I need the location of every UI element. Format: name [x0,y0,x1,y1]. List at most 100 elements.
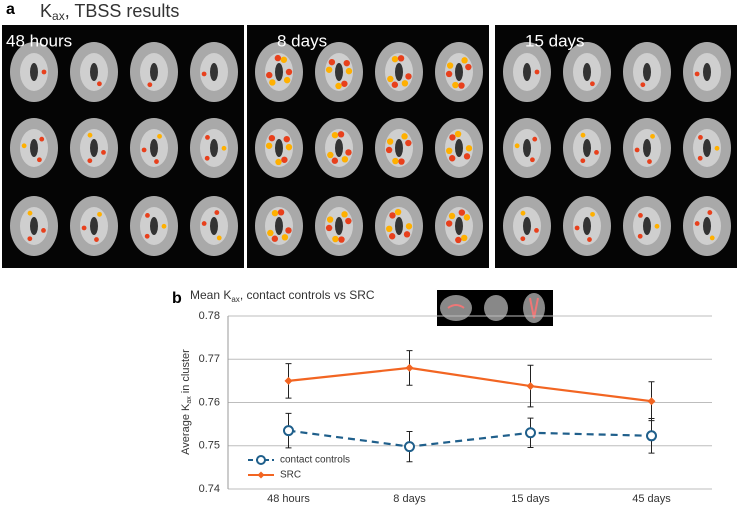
ventricle [395,139,403,157]
activation [81,225,87,231]
ventricle [335,217,343,235]
activation [401,80,409,87]
activation [458,82,465,89]
series-line [288,366,652,403]
ventricle [523,63,531,81]
activation [341,211,348,218]
y-tick-label: 0.74 [199,483,220,495]
ventricle [703,217,711,235]
ventricle [275,139,283,157]
marker [284,376,293,385]
activation [41,228,46,233]
ventricle [90,139,98,157]
activation [449,134,456,141]
activation [145,213,150,218]
activation [398,158,405,165]
ventricle [703,139,711,157]
activation [144,233,150,239]
activation [463,153,471,160]
activation [574,225,580,231]
title-sub: ax [231,295,239,304]
marker [647,397,656,406]
ventricle [275,217,283,235]
activation [265,142,273,149]
ventricle [30,217,38,235]
activation [285,227,292,234]
activation [454,130,462,138]
activation [697,155,703,161]
activation [97,211,102,217]
activation [397,55,405,62]
activation [204,155,210,161]
inset-brain [523,293,545,323]
activation [386,225,393,233]
panel-caption: 8 days [277,31,327,50]
marker [646,430,657,442]
activation [345,149,352,156]
x-tick-label: 8 days [393,493,426,505]
activation [594,150,599,155]
activation [87,132,93,138]
activation [445,220,453,227]
activation [271,235,279,242]
activation [650,133,655,139]
activation [325,66,333,73]
label-sub: ax [186,396,193,404]
inset-blob [447,304,465,309]
activation [275,158,282,166]
ventricle [583,139,591,157]
activation [201,221,207,226]
ventricle [210,217,218,235]
activation [97,81,102,87]
activation [39,136,45,142]
title-part: , contact controls vs SRC [240,288,375,302]
activation [707,210,713,215]
activation [157,133,162,139]
activation [530,157,535,163]
activation [269,79,276,86]
activation [325,224,333,232]
title-part: K [40,1,52,21]
ventricle [583,63,591,81]
activation [341,156,349,163]
activation [327,151,334,159]
activation [455,236,462,244]
activation [326,216,334,223]
x-tick-label: 15 days [511,493,550,505]
activation [448,212,456,220]
activation [446,62,454,69]
activation [154,159,159,164]
ventricle [523,217,531,235]
activation [647,159,652,164]
activation [386,138,394,145]
activation [338,236,345,243]
activation [285,143,293,151]
marker [405,363,414,372]
activation [205,135,210,140]
ventricle [455,63,463,81]
activation [405,139,412,147]
title-part: , TBSS results [65,1,180,21]
activation [391,81,399,88]
activation [694,221,700,226]
ventricle [335,139,343,157]
ventricle [150,139,158,157]
activation [27,236,33,242]
activation [328,58,336,66]
legend-label: contact controls [280,455,350,466]
activation [392,157,399,165]
activation [335,82,342,90]
ventricle [703,63,711,81]
panel-label: a [6,1,15,18]
ventricle [90,63,98,81]
activation [461,57,468,64]
activation [461,234,468,242]
activation [389,212,396,219]
ventricle [455,139,463,157]
panel-caption: 48 hours [6,31,72,50]
activation [391,55,399,63]
activation [387,75,394,83]
y-axis-label: Average Kax in cluster [180,349,193,455]
label-part: Average K [180,403,192,455]
activation [532,136,538,142]
